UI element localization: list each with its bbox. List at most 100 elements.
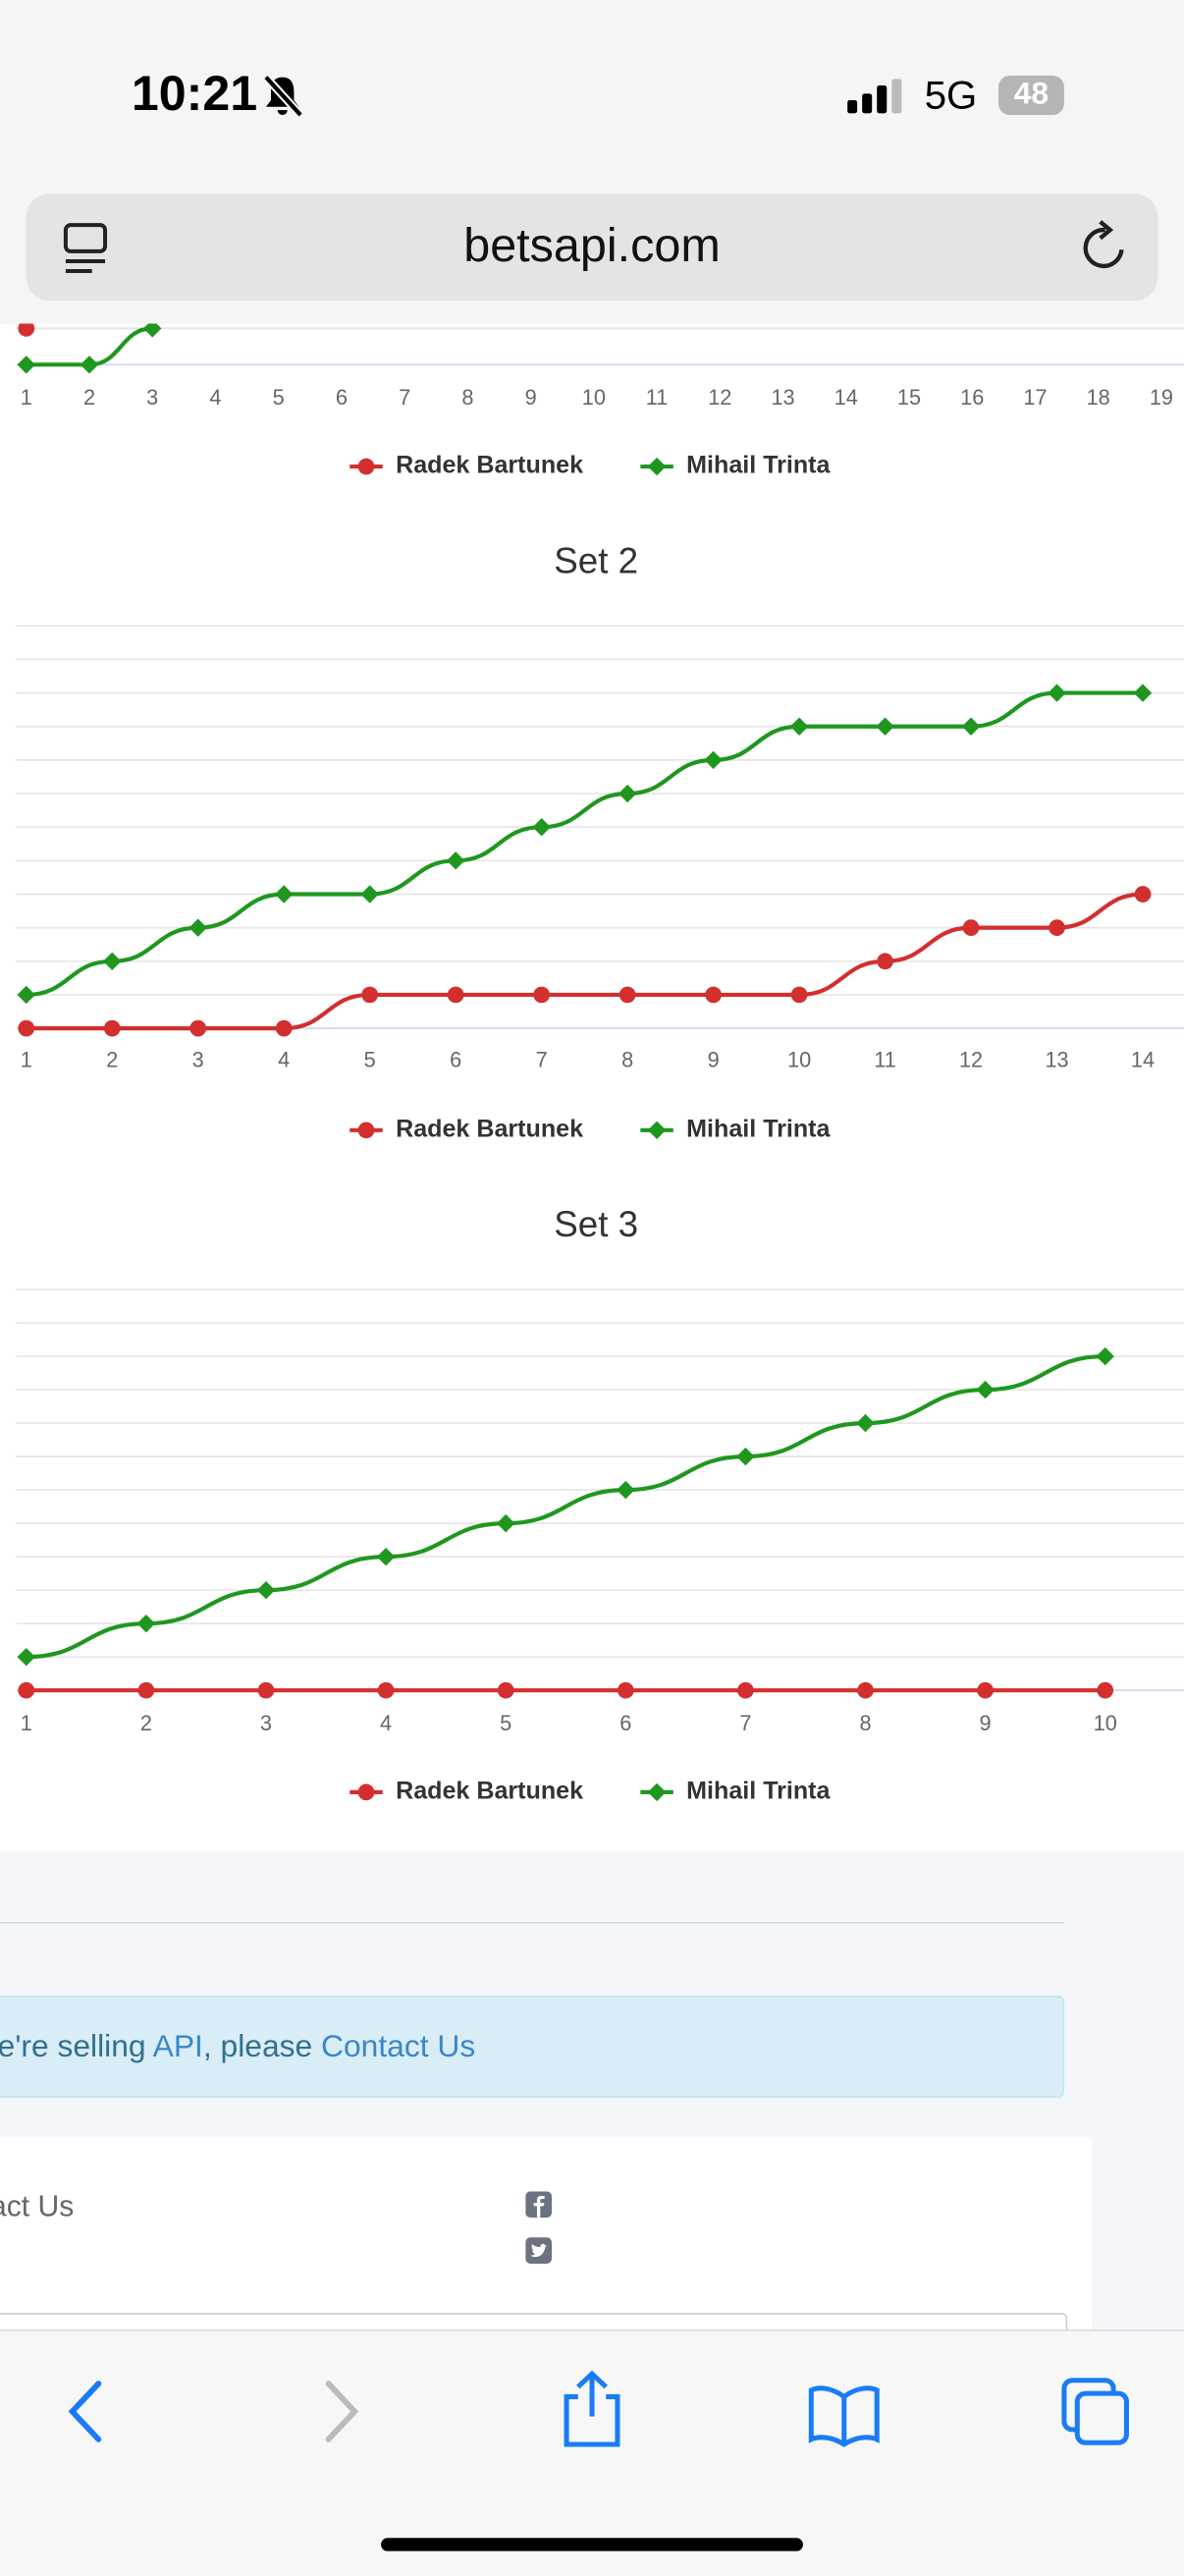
- point: [737, 1681, 754, 1699]
- point: [275, 885, 294, 904]
- x-tick-label: 8: [461, 385, 473, 410]
- x-tick-label: 12: [959, 1047, 983, 1071]
- x-tick-label: 10: [1094, 1711, 1117, 1735]
- series: [18, 1681, 1114, 1699]
- point: [18, 1019, 35, 1037]
- page-lower: We're selling API, please Contact Us Con…: [0, 1851, 1184, 2366]
- back-button[interactable]: [68, 2381, 102, 2442]
- divider: [0, 1922, 1064, 1924]
- point: [976, 1380, 995, 1399]
- browser-header: 10:21 5G 48 betsapi.com: [0, 0, 1184, 324]
- point: [18, 1681, 35, 1699]
- legend-label: Radek Bartunek: [396, 1115, 583, 1142]
- point: [1049, 919, 1065, 937]
- toolbar-icons: [68, 2370, 1129, 2551]
- x-tick-label: 2: [83, 385, 95, 410]
- point: [257, 1681, 275, 1699]
- point: [857, 1681, 874, 1699]
- contact-link[interactable]: Contact Us: [321, 2030, 476, 2065]
- info-banner: We're selling API, please Contact Us: [0, 1996, 1064, 2099]
- point: [617, 1681, 634, 1699]
- point: [189, 1019, 207, 1037]
- point: [962, 919, 980, 937]
- point: [1134, 886, 1152, 903]
- legend-label: Radek Bartunek: [396, 452, 583, 479]
- series-line: [26, 1353, 1105, 1660]
- x-tick-label: 19: [1150, 385, 1173, 410]
- x-tick-label: 8: [621, 1047, 633, 1071]
- legend-label: Mihail Trinta: [686, 1115, 831, 1142]
- x-tick-label: 5: [273, 385, 285, 410]
- browser-toolbar: [0, 2329, 1184, 2576]
- legend-symbol: [357, 458, 375, 475]
- reload-icon[interactable]: [1077, 218, 1133, 277]
- x-tick-label: 14: [1131, 1047, 1155, 1071]
- url-text[interactable]: betsapi.com: [463, 220, 721, 273]
- x-tick-label: 7: [739, 1711, 751, 1735]
- forward-button[interactable]: [325, 2381, 359, 2442]
- x-tick-label: 10: [787, 1047, 811, 1071]
- x-tick-label: 15: [897, 385, 921, 410]
- battery: 48: [997, 75, 1064, 116]
- point: [103, 952, 122, 970]
- point: [533, 986, 551, 1004]
- x-tick-label: 9: [980, 1711, 992, 1735]
- point: [17, 356, 35, 374]
- x-tick-label: 4: [278, 1047, 290, 1071]
- tabs-button[interactable]: [1061, 2378, 1129, 2445]
- x-tick-label: 5: [364, 1047, 376, 1071]
- x-tick-label: 13: [1045, 1047, 1068, 1071]
- point: [497, 1681, 514, 1699]
- x-tick-label: 17: [1023, 385, 1047, 410]
- x-tick-label: 2: [140, 1711, 152, 1735]
- point: [17, 1647, 35, 1667]
- legend-symbol: [357, 1122, 375, 1139]
- point: [790, 986, 808, 1004]
- x-tick-label: 12: [708, 385, 731, 410]
- point: [447, 986, 464, 1004]
- legend-symbol: [647, 1782, 667, 1802]
- share-button[interactable]: [564, 2370, 620, 2447]
- x-tick-label: 8: [859, 1711, 871, 1735]
- legend-symbol: [357, 1783, 375, 1801]
- signal-icon: [847, 79, 902, 114]
- point: [103, 1019, 121, 1037]
- point: [275, 1019, 293, 1037]
- footer: Contact Us: [0, 2137, 1093, 2366]
- point: [618, 784, 637, 803]
- home-indicator: [381, 2538, 803, 2551]
- x-tick-label: 5: [500, 1711, 511, 1735]
- social-icons[interactable]: [525, 2191, 553, 2265]
- banner-text-2: , please: [202, 2030, 313, 2065]
- x-tick-label: 11: [646, 385, 669, 410]
- point: [705, 986, 722, 1004]
- point: [137, 1681, 155, 1699]
- x-tick-label: 18: [1087, 385, 1110, 410]
- x-tick-label: 1: [21, 1047, 32, 1071]
- x-tick-label: 4: [380, 1711, 392, 1735]
- point: [1133, 684, 1153, 702]
- reader-icon[interactable]: [63, 222, 112, 275]
- footer-contact-link[interactable]: Contact Us: [0, 2189, 75, 2223]
- x-tick-label: 3: [146, 385, 158, 410]
- point: [977, 1681, 994, 1699]
- x-tick-label: 9: [708, 1047, 720, 1071]
- x-tick-label: 16: [960, 385, 984, 410]
- x-tick-label: 6: [450, 1047, 461, 1071]
- legend-label: Radek Bartunek: [396, 1778, 583, 1805]
- bookmarks-button[interactable]: [808, 2385, 880, 2447]
- x-tick-label: 7: [536, 1047, 548, 1071]
- x-tick-label: 7: [399, 385, 410, 410]
- x-tick-label: 2: [106, 1047, 118, 1071]
- banner-text-1: We're selling: [0, 2030, 146, 2065]
- point: [1097, 1681, 1114, 1699]
- banner-text: We're selling API, please Contact Us: [0, 2030, 475, 2066]
- api-link[interactable]: API: [152, 2030, 203, 2065]
- point: [80, 356, 99, 374]
- address-bar[interactable]: betsapi.com: [26, 193, 1158, 301]
- silent-icon: [262, 74, 304, 118]
- point: [619, 986, 636, 1004]
- chart-title: Set 2: [554, 540, 638, 580]
